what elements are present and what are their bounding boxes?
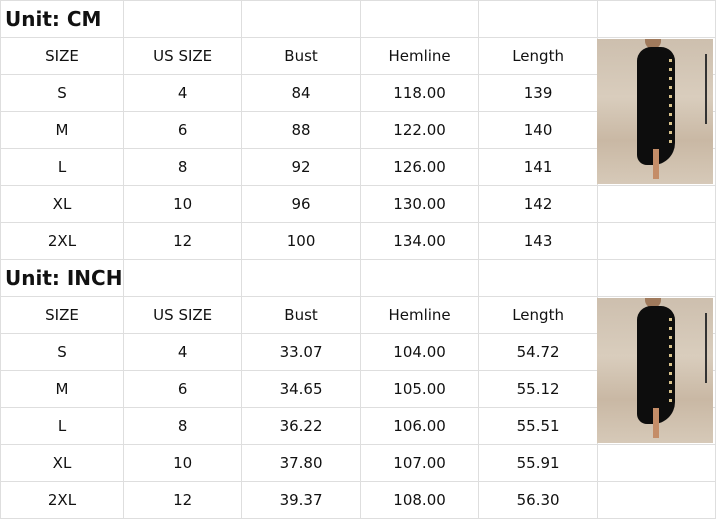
product-photo xyxy=(597,298,713,443)
table-cell: 4 xyxy=(122,333,243,371)
table-row: XL 10 96 130.00 142 xyxy=(0,185,716,223)
table-row: M 6 88 122.00 140 xyxy=(0,111,716,149)
table-cell: 100 xyxy=(241,222,361,260)
table-cell: 6 xyxy=(122,370,243,408)
table-cell: 8 xyxy=(122,407,243,445)
table-cell: XL xyxy=(0,444,124,482)
empty-cell xyxy=(596,0,716,38)
table-cell: XL xyxy=(0,185,124,223)
table-cell: 122.00 xyxy=(359,111,480,149)
column-header: US SIZE xyxy=(122,296,243,334)
table-cell: 134.00 xyxy=(359,222,480,260)
table-cell: 84 xyxy=(241,74,361,112)
table-cell: 139 xyxy=(478,74,598,112)
table-cell: 104.00 xyxy=(359,333,480,371)
table-cell: L xyxy=(0,148,124,186)
product-photo xyxy=(597,39,713,184)
table-cell: L xyxy=(0,407,124,445)
table-cell: S xyxy=(0,333,124,371)
table-cell: 36.22 xyxy=(241,407,361,445)
unit-label: Unit: CM xyxy=(0,0,124,38)
empty-cell xyxy=(359,0,480,38)
column-header: Length xyxy=(478,296,598,334)
table-cell: 8 xyxy=(122,148,243,186)
table-cell: 88 xyxy=(241,111,361,149)
column-header: SIZE xyxy=(0,296,124,334)
unit-label: Unit: INCH xyxy=(0,259,124,297)
image-cell xyxy=(596,222,716,260)
column-header: Hemline xyxy=(359,37,480,75)
table-cell: M xyxy=(0,370,124,408)
empty-cell xyxy=(241,0,361,38)
image-cell xyxy=(596,185,716,223)
column-header: Length xyxy=(478,37,598,75)
empty-cell xyxy=(241,259,361,297)
column-header: SIZE xyxy=(0,37,124,75)
table-row: L 8 92 126.00 141 xyxy=(0,148,716,186)
column-header: US SIZE xyxy=(122,37,243,75)
empty-cell xyxy=(359,259,480,297)
table-cell: M xyxy=(0,111,124,149)
table-cell: 55.91 xyxy=(478,444,598,482)
empty-cell xyxy=(596,259,716,297)
image-cell xyxy=(596,481,716,519)
table-cell: 37.80 xyxy=(241,444,361,482)
table-cell: 12 xyxy=(122,222,243,260)
table-cell: 143 xyxy=(478,222,598,260)
table-cell: 10 xyxy=(122,444,243,482)
table-row: 2XL 12 100 134.00 143 xyxy=(0,222,716,260)
table-cell: 6 xyxy=(122,111,243,149)
table-cell: 4 xyxy=(122,74,243,112)
table-cell: 96 xyxy=(241,185,361,223)
table-cell: 10 xyxy=(122,185,243,223)
table-cell: 130.00 xyxy=(359,185,480,223)
unit-row: Unit: CM xyxy=(0,0,716,38)
table-cell: 141 xyxy=(478,148,598,186)
table-row: XL 10 37.80 107.00 55.91 xyxy=(0,444,716,482)
column-header: Bust xyxy=(241,296,361,334)
table-cell: S xyxy=(0,74,124,112)
table-cell: 54.72 xyxy=(478,333,598,371)
table-cell: 107.00 xyxy=(359,444,480,482)
table-cell: 118.00 xyxy=(359,74,480,112)
table-cell: 39.37 xyxy=(241,481,361,519)
table-cell: 108.00 xyxy=(359,481,480,519)
table-cell: 55.12 xyxy=(478,370,598,408)
table-cell: 2XL xyxy=(0,222,124,260)
column-header: Bust xyxy=(241,37,361,75)
table-cell: 126.00 xyxy=(359,148,480,186)
column-header: Hemline xyxy=(359,296,480,334)
table-cell: 142 xyxy=(478,185,598,223)
image-cell xyxy=(596,444,716,482)
table-cell: 12 xyxy=(122,481,243,519)
empty-cell xyxy=(478,259,598,297)
table-cell: 140 xyxy=(478,111,598,149)
table-cell: 34.65 xyxy=(241,370,361,408)
unit-row: Unit: INCH xyxy=(0,259,716,297)
table-cell: 55.51 xyxy=(478,407,598,445)
table-cell: 106.00 xyxy=(359,407,480,445)
table-cell: 56.30 xyxy=(478,481,598,519)
table-cell: 33.07 xyxy=(241,333,361,371)
empty-cell xyxy=(478,0,598,38)
table-cell: 92 xyxy=(241,148,361,186)
table-cell: 105.00 xyxy=(359,370,480,408)
empty-cell xyxy=(122,259,243,297)
empty-cell xyxy=(122,0,243,38)
table-row: 2XL 12 39.37 108.00 56.30 xyxy=(0,481,716,519)
table-cell: 2XL xyxy=(0,481,124,519)
